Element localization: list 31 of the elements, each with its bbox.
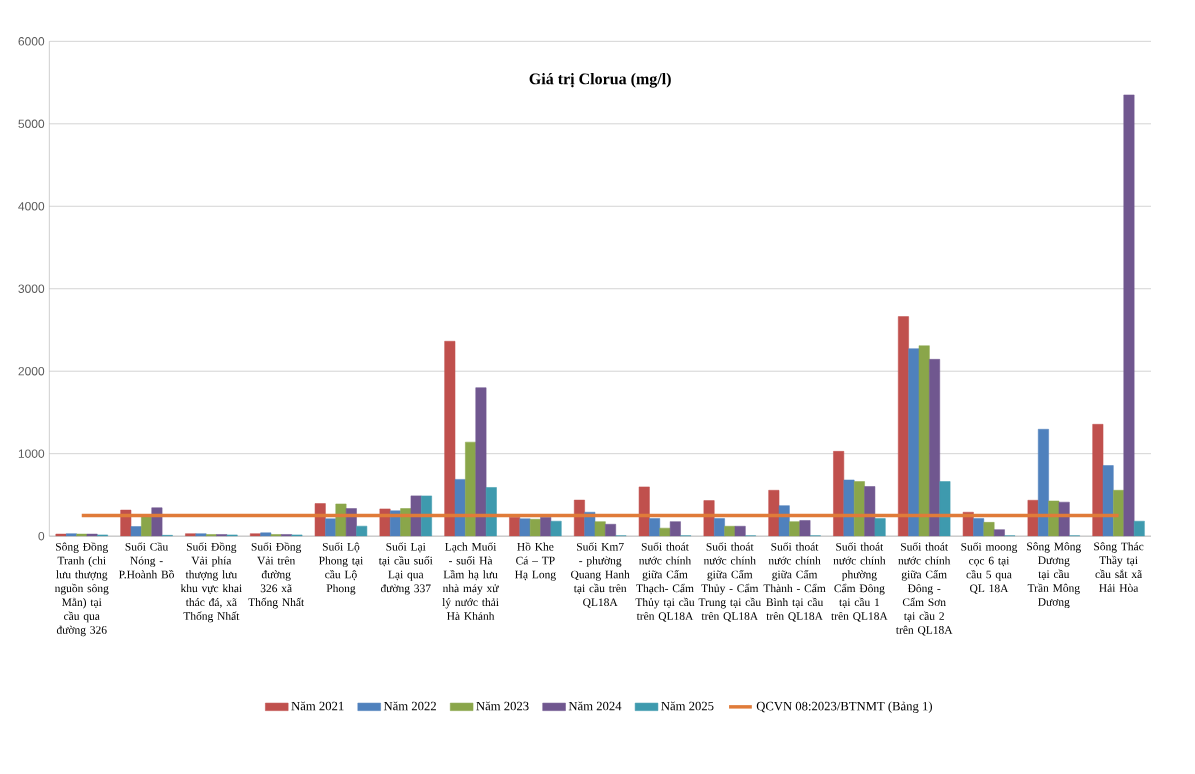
x-tick-label: Suối moong cọc 6 tại cầu 5 qua QL 18A (961, 542, 1018, 595)
x-tick-label: Lạch Muối - suối Hà Lầm hạ lưu nhà máy xử lý nước thải Hà Khánh (442, 542, 499, 621)
legend-label: Năm 2021 (291, 701, 344, 711)
x-tick-label: Suối thoát nước chính giữa Cẩm Đông - Cẩm Sơn tại cầu 2 trên QL18A (895, 542, 953, 636)
x-tick-label: Sông Mông Dương tại cầu Trần Mông Dương (1027, 542, 1081, 609)
y-tick-label: 6000 (18, 37, 45, 46)
x-tick-label: Suối thoát nước chính giữa Cẩm Thạch- Cẩm Thủy tại cầu trên QL18A (635, 542, 695, 622)
x-tick-label: Suối thoát nước chính giữa Cẩm Thủy - Cẩm Trung tại cầu trên QL18A (698, 542, 761, 622)
y-tick-label: 1000 (18, 449, 45, 459)
legend-label: QCVN 08:2023/BTNMT (Bảng 1) (756, 701, 932, 714)
x-tick-label: Suối Lộ Phong tại cầu Lộ Phong (318, 542, 364, 595)
legend-label: Năm 2022 (383, 701, 436, 711)
y-tick-label: 4000 (18, 202, 45, 211)
legend-label: Năm 2023 (476, 701, 529, 711)
x-tick-label: Suối Cầu Nóng - P.Hoành Bồ (119, 542, 174, 579)
x-tick-label: Suối Đồng Vải trên đường 326 xã Thống Nhất (248, 542, 305, 609)
y-tick-label: 0 (38, 532, 45, 541)
legend-label: Năm 2024 (568, 701, 622, 711)
x-tick-label: Suối Lại tại cầu suối Lại qua đường 337 (378, 542, 433, 595)
x-tick-label: Suối thoát nước chính phường Cẩm Đông tại cầu 1 trên QL18A (831, 542, 888, 622)
y-tick-label: 2000 (18, 367, 45, 376)
legend-label: Năm 2025 (661, 701, 714, 711)
x-tick-label: Sông Thác Thầy tại cầu sắt xã Hải Hòa (1094, 542, 1144, 593)
text: Giá trị Clorua (mg/l) (529, 73, 671, 88)
x-tick-label: Suối Đồng Vải phía thượng lưu khu vực khai thác đá, xã Thống Nhất (180, 542, 242, 623)
x-tick-label: Hồ Khe Cá – TP Hạ Long (515, 542, 556, 581)
x-tick-label: Suối thoát nước chính giữa Cẩm Thành - Cẩm Bình tại cầu trên QL18A (763, 542, 826, 622)
y-tick-label: 3000 (18, 284, 45, 294)
x-tick-label: Suối Km7 - phường Quang Hanh tại cầu trên QL18A (571, 542, 630, 609)
y-tick-label: 5000 (18, 119, 45, 129)
x-tick-label: Sông Đồng Tranh (chi lưu thượng nguồn sông Mằn) tại cầu qua đường 326 (54, 542, 109, 637)
